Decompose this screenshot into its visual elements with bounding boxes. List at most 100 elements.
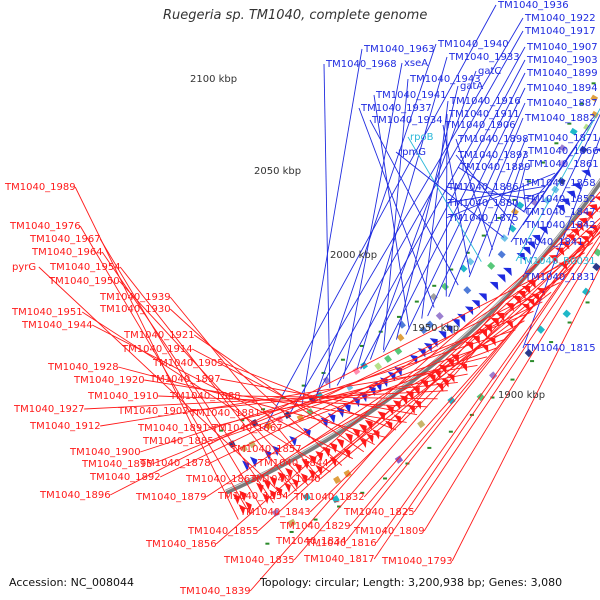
- forward-gene-arrow: [595, 148, 600, 152]
- cog-block: [441, 282, 449, 291]
- forward-gene-arrow: [451, 318, 460, 328]
- cog-block: [558, 159, 567, 168]
- gene-label-left: TM1040_1867: [211, 423, 283, 434]
- gene-leader-line: [343, 62, 403, 379]
- gene-leader-line: [118, 366, 386, 438]
- reverse-gene-arrow: [336, 438, 345, 449]
- gene-label-left: TM1040_1843: [239, 507, 311, 518]
- tick-dot: [526, 180, 531, 183]
- gene-label-right: TM1040_R0031: [517, 256, 596, 267]
- cog-block: [248, 440, 257, 449]
- cog-block: [488, 371, 498, 380]
- cog-block: [272, 508, 280, 517]
- gene-leader-line: [263, 4, 497, 430]
- gene-label-middle: TM1040_1911: [448, 109, 520, 120]
- forward-gene-arrow: [581, 169, 592, 178]
- forward-gene-arrow: [526, 241, 536, 250]
- gene-leader-line: [119, 266, 297, 492]
- reverse-gene-arrow: [285, 467, 293, 479]
- gene-leader-line: [99, 238, 263, 509]
- gene-leader-line: [448, 117, 524, 298]
- tick-dot: [313, 518, 318, 521]
- gene-label-middle: TM1040_1968: [325, 59, 397, 70]
- gene-leader-line: [522, 190, 545, 200]
- forward-gene-arrow: [457, 313, 466, 323]
- gene-label-left: TM1040_1921: [123, 330, 195, 341]
- cog-block: [487, 261, 496, 270]
- gene-label-middle: TM1040_1886: [447, 182, 519, 193]
- reverse-gene-arrow: [384, 420, 393, 431]
- forward-gene-arrow: [560, 198, 571, 207]
- reverse-gene-arrow: [262, 493, 270, 504]
- gene-label-middle: rpoB: [410, 132, 434, 143]
- gene-leader-line: [323, 63, 331, 388]
- reverse-gene-arrow: [239, 490, 247, 502]
- gene-leader-line: [81, 311, 331, 473]
- gene-label-middle: TM1040_1941: [375, 90, 447, 101]
- gene-label-right: TM1040_1907: [526, 42, 598, 53]
- cog-block: [524, 348, 534, 358]
- gene-leader-line: [507, 163, 527, 236]
- gene-label-left: TM1040_1939: [99, 292, 171, 303]
- gene-leader-line: [315, 43, 437, 397]
- gene-label-right: TM1040_1871: [527, 133, 599, 144]
- tick-dot: [554, 142, 559, 145]
- tick-dot: [337, 505, 342, 508]
- gene-label-middle: TM1040_1943: [409, 74, 481, 85]
- gene-label-left: TM1040_1888: [169, 391, 241, 402]
- cog-block: [516, 201, 525, 210]
- gene-label-left: TM1040_1809: [353, 526, 425, 537]
- cog-block: [466, 257, 475, 266]
- cog-block: [557, 177, 566, 185]
- forward-gene-arrow: [471, 299, 480, 309]
- tick-dot: [512, 198, 517, 201]
- cog-block: [593, 248, 600, 257]
- gene-label-left: TM1040_1829: [279, 521, 351, 532]
- tick-dot: [281, 396, 286, 399]
- gene-leader-line: [345, 221, 600, 542]
- cog-block: [592, 262, 600, 272]
- gene-leader-line: [488, 150, 527, 257]
- tick-dot: [567, 122, 572, 125]
- reverse-gene-arrow: [407, 404, 415, 415]
- gene-leader-line: [360, 59, 526, 370]
- gene-leader-line: [407, 136, 482, 262]
- gene-label-right: TM1040_1842: [524, 220, 596, 231]
- gene-label-left: TM1040_1857: [230, 444, 302, 455]
- tick-dot: [579, 102, 584, 105]
- tick-dot: [530, 360, 535, 363]
- forward-gene-arrow: [531, 234, 542, 243]
- cog-block: [288, 518, 297, 527]
- gene-leader-line: [188, 381, 458, 412]
- gene-label-left: TM1040_1891: [137, 423, 209, 434]
- scale-tick-label: 2050 kbp: [254, 166, 301, 177]
- map-title: Ruegeria sp. TM1040, complete genome: [163, 8, 428, 23]
- gene-leader-line: [312, 30, 524, 402]
- gene-leader-line: [210, 301, 543, 464]
- gene-label-middle: TM1040_1937: [360, 103, 432, 114]
- reverse-gene-arrow: [570, 228, 580, 237]
- reverse-gene-arrow: [269, 476, 277, 487]
- gene-leader-line: [522, 167, 562, 213]
- tick-dot: [448, 430, 453, 433]
- cog-block: [530, 198, 539, 207]
- gene-leader-line: [169, 308, 343, 466]
- gene-label-right: TM1040_1887: [526, 98, 598, 109]
- reverse-gene-arrow: [291, 478, 299, 489]
- cog-block: [582, 287, 591, 296]
- reverse-gene-arrow: [588, 204, 599, 213]
- forward-gene-arrow: [521, 246, 531, 255]
- tick-dot: [481, 234, 486, 237]
- gene-label-middle: TM1040_1880: [447, 198, 519, 209]
- gene-label-left: TM1040_1816: [305, 538, 377, 549]
- reverse-gene-arrow: [516, 290, 526, 300]
- gene-label-left: TM1040_1878: [139, 458, 211, 469]
- gene-label-middle: gatC: [478, 66, 501, 77]
- reverse-gene-arrow: [399, 395, 408, 405]
- gene-label-left: TM1040_1834: [275, 536, 347, 547]
- forward-gene-arrow: [555, 204, 566, 213]
- gene-label-left: TM1040_1844: [257, 458, 329, 469]
- tick-dot: [383, 477, 388, 480]
- scale-tick-label: 1900 kbp: [498, 390, 545, 401]
